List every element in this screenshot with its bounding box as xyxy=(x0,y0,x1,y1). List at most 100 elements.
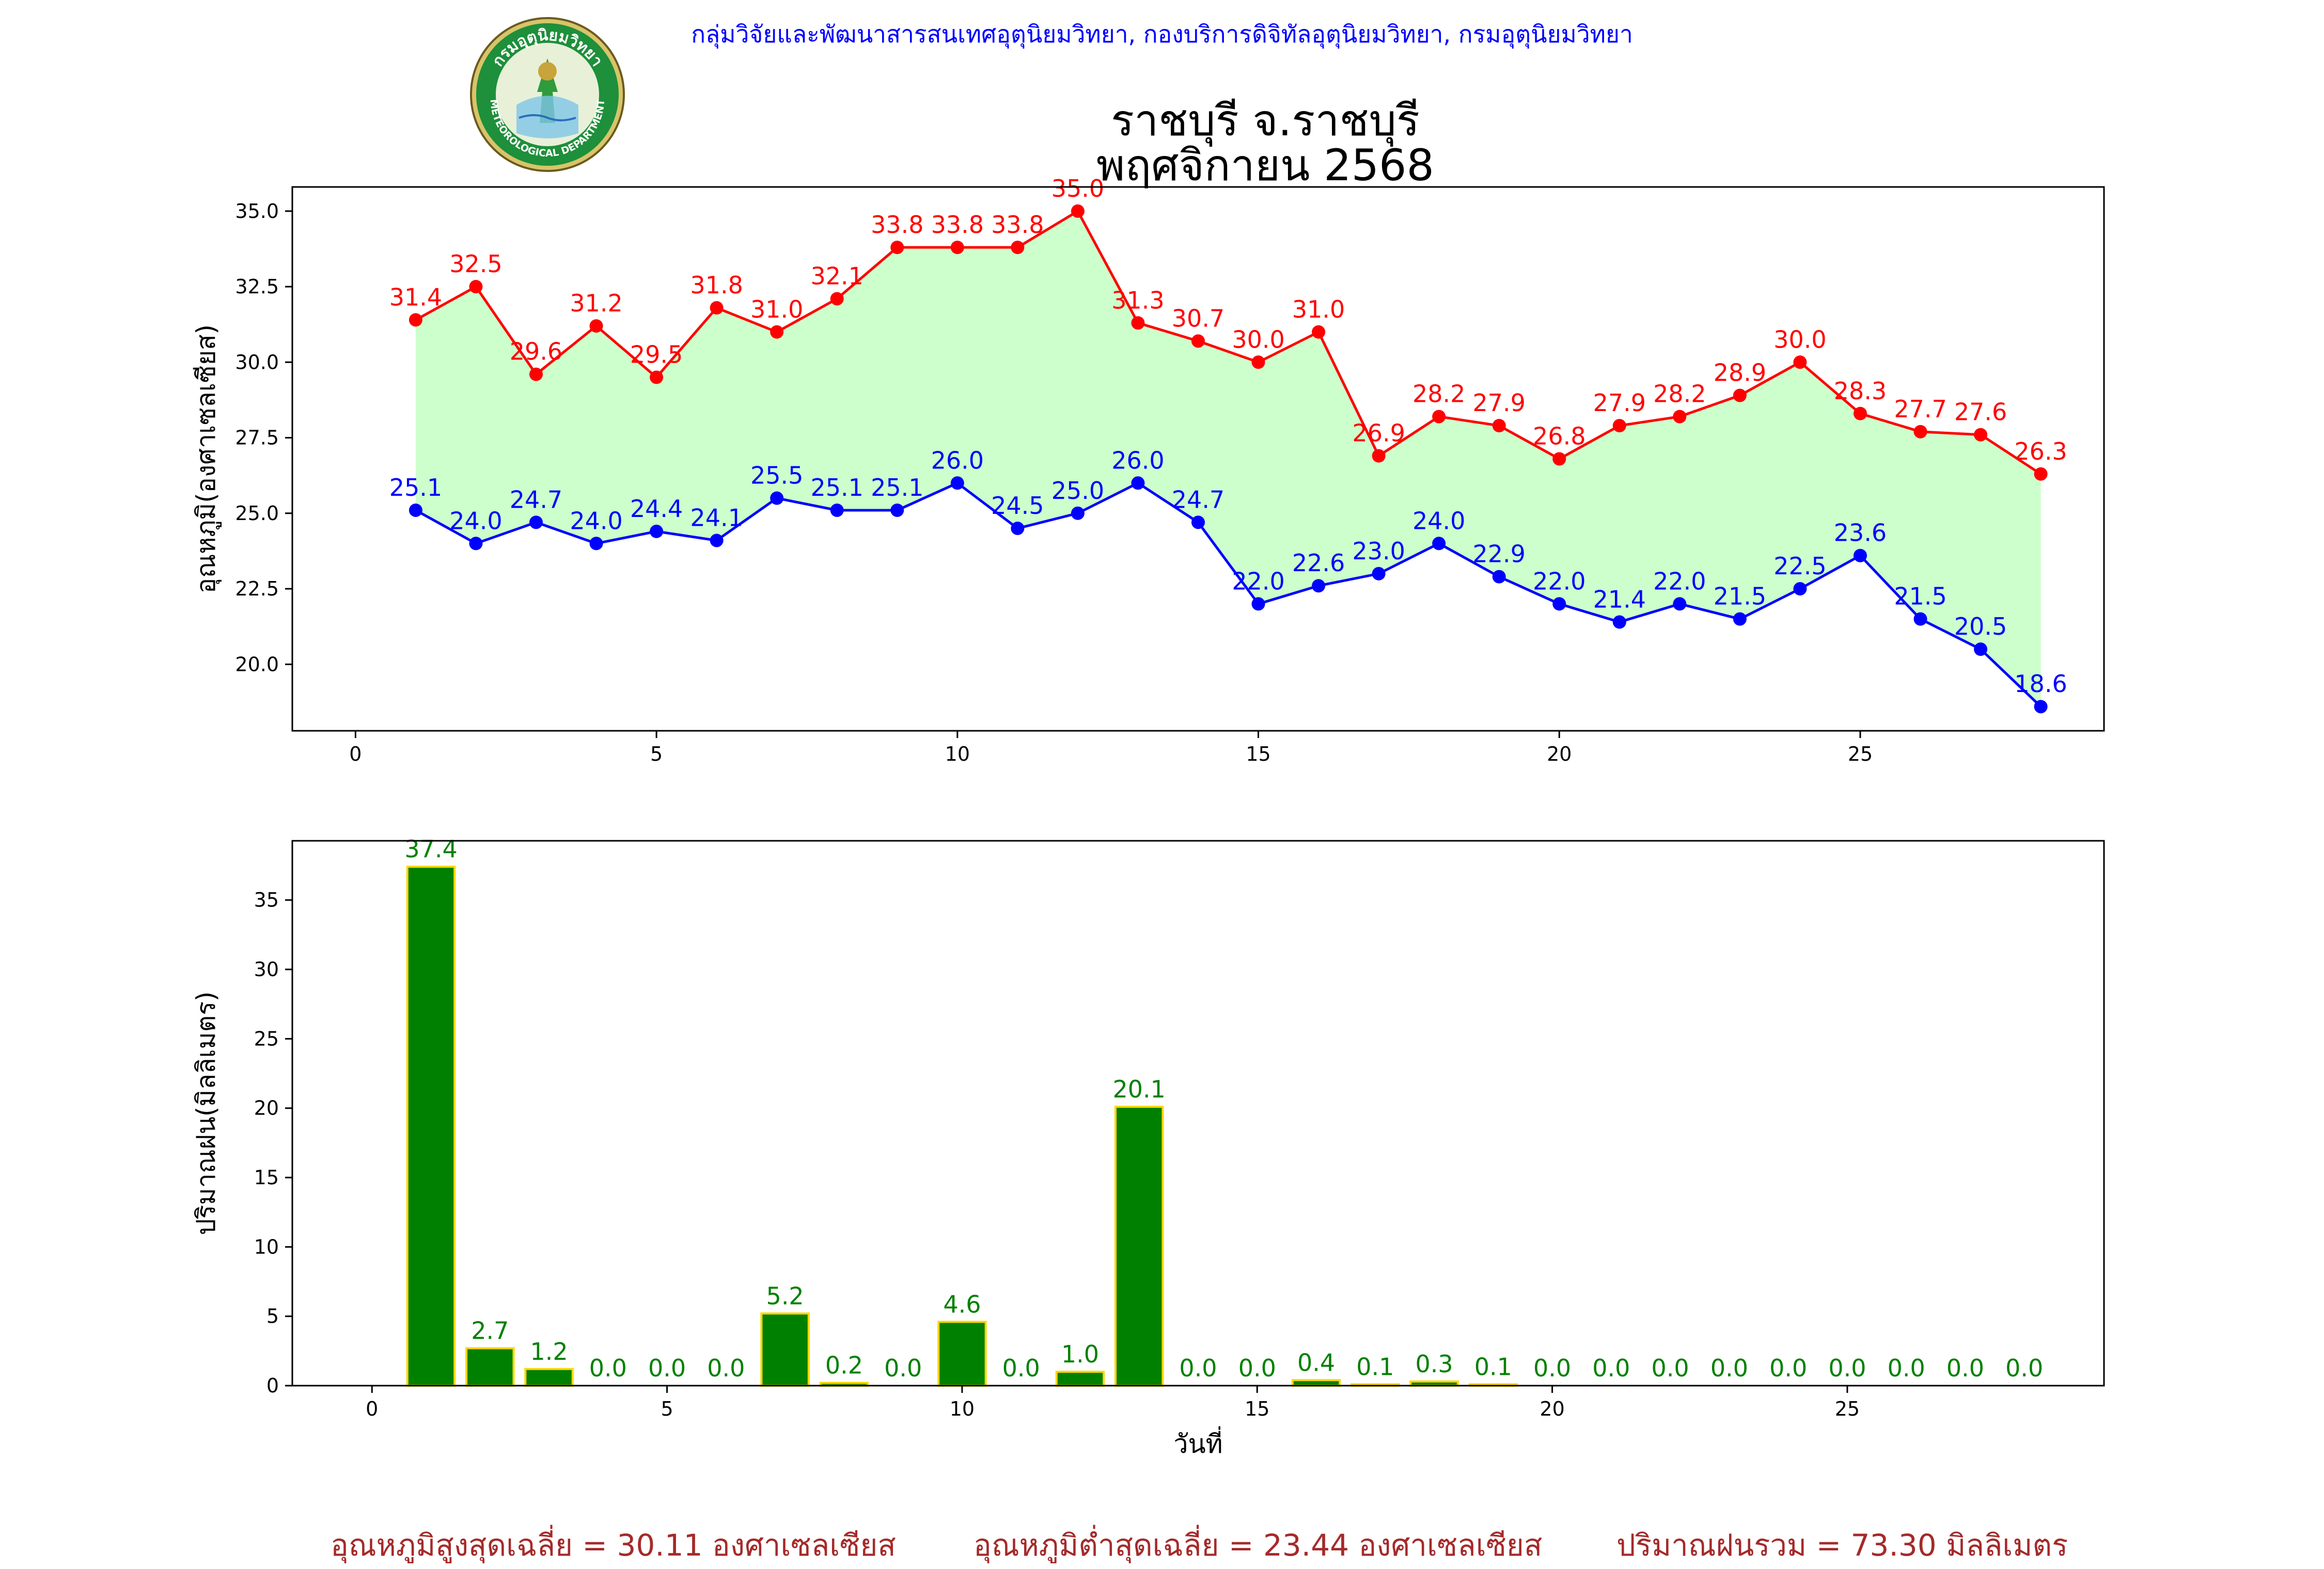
max-temperature-label: 31.3 xyxy=(1111,286,1164,314)
rainfall-value-label: 0.1 xyxy=(1474,1353,1512,1380)
min-temperature-label: 23.6 xyxy=(1834,519,1887,547)
min-temperature-label: 23.0 xyxy=(1352,537,1405,565)
min-temperature-label: 25.5 xyxy=(750,462,803,490)
min-temperature-label: 24.7 xyxy=(510,485,562,513)
x-tick-label: 5 xyxy=(661,1398,673,1420)
max-temperature-point xyxy=(1853,406,1867,420)
total-rainfall: ปริมาณฝนรวม = 73.30 มิลลิเมตร xyxy=(1616,1528,2068,1563)
min-temperature-point xyxy=(950,476,964,490)
min-temperature-label: 26.0 xyxy=(1111,446,1164,474)
min-temperature-label: 25.1 xyxy=(871,474,923,501)
rainfall-bar xyxy=(465,1347,515,1387)
rainfall-value-label: 0.0 xyxy=(1652,1354,1689,1382)
max-temperature-point xyxy=(890,241,904,254)
max-temperature-label: 26.3 xyxy=(2014,437,2067,465)
rainfall-bar xyxy=(760,1312,810,1387)
max-temperature-label: 27.7 xyxy=(1894,395,1946,423)
min-temperature-label: 24.5 xyxy=(991,492,1044,520)
max-temperature-label: 31.2 xyxy=(570,289,622,317)
max-temperature-label: 29.5 xyxy=(630,341,683,369)
chart-title-station: ราชบุรี จ.ราชบุรี xyxy=(1110,95,1420,146)
rainfall-value-label: 0.0 xyxy=(648,1354,686,1382)
x-tick-label: 0 xyxy=(366,1398,378,1420)
min-temperature-label: 22.0 xyxy=(1653,567,1706,595)
min-temperature-label: 26.0 xyxy=(931,446,984,474)
min-temperature-point xyxy=(1312,579,1326,593)
max-temperature-point xyxy=(529,367,543,381)
max-temperature-point xyxy=(650,370,664,384)
temperature-range-fill xyxy=(415,211,2041,707)
min-temperature-label: 22.0 xyxy=(1533,567,1585,595)
min-temperature-label: 24.0 xyxy=(1412,507,1465,535)
max-temperature-label: 30.0 xyxy=(1773,325,1826,353)
min-temperature-point xyxy=(1793,582,1807,596)
min-temperature-point xyxy=(650,524,664,538)
min-temperature-point xyxy=(1673,597,1687,611)
y-axis-label: อุณหภูมิ(องศาเซลเซียส) xyxy=(191,324,222,593)
max-temperature-label: 26.8 xyxy=(1533,422,1585,450)
min-temperature-label: 24.4 xyxy=(630,495,683,523)
min-temperature-point xyxy=(1913,612,1927,626)
min-temperature-label: 22.5 xyxy=(1773,552,1826,580)
y-tick-label: 30 xyxy=(254,958,279,981)
max-temperature-point xyxy=(770,325,784,339)
max-temperature-point xyxy=(1612,419,1626,433)
min-temperature-label: 24.7 xyxy=(1172,485,1224,513)
min-temperature-label: 24.0 xyxy=(570,507,622,535)
rainfall-bar xyxy=(937,1321,987,1387)
max-temperature-label: 32.5 xyxy=(449,250,502,278)
min-temperature-point xyxy=(1191,515,1205,529)
max-temperature-point xyxy=(950,241,964,254)
rainfall-chart: 37.4 2.7 1.2 0.0 0.0 0.0 5.2 0.2 0.0 4.6 0.0 1.0 20.… xyxy=(191,835,2105,1459)
plot-frame xyxy=(291,186,2105,732)
min-temperature-label: 21.5 xyxy=(1894,583,1946,610)
organization-line: กลุ่มวิจัยและพัฒนาสารสนเทศอุตุนิยมวิทยา,… xyxy=(691,20,1633,48)
max-temperature-point xyxy=(1251,355,1265,369)
max-temperature-point xyxy=(1312,325,1326,339)
max-temperature-label: 28.3 xyxy=(1834,377,1887,405)
max-temperature-label: 32.1 xyxy=(811,262,863,290)
y-tick-label: 15 xyxy=(254,1166,279,1189)
min-temperature-label: 21.4 xyxy=(1593,585,1646,613)
min-temperature-point xyxy=(890,503,904,517)
min-temperature-label: 18.6 xyxy=(2014,670,2067,698)
max-temperature-label: 27.9 xyxy=(1593,389,1646,417)
max-temperature-label: 33.8 xyxy=(931,211,984,239)
max-temperature-point xyxy=(1733,388,1747,402)
max-temperature-point xyxy=(830,292,844,306)
min-temperature-line xyxy=(415,481,2042,708)
min-temperature-point xyxy=(1131,476,1145,490)
rainfall-value-label: 1.0 xyxy=(1061,1340,1099,1368)
min-temperature-point xyxy=(1552,597,1566,611)
y-axis-label: ปริมาณฝน(มิลลิเมตร) xyxy=(191,991,221,1235)
x-tick-label: 20 xyxy=(1547,743,1572,765)
rainfall-value-label: 0.0 xyxy=(1002,1354,1040,1382)
max-temperature-point xyxy=(2034,467,2048,481)
min-temperature-point xyxy=(409,503,422,517)
y-tick-label: 35.0 xyxy=(235,200,279,223)
rainfall-value-label: 0.0 xyxy=(1946,1354,1984,1382)
x-tick-label: 15 xyxy=(1245,1398,1269,1420)
min-temperature-point xyxy=(589,537,603,551)
min-temperature-point xyxy=(1251,597,1265,611)
y-tick-label: 0 xyxy=(266,1374,279,1397)
max-temperature-point xyxy=(1131,316,1145,330)
y-tick-label: 25 xyxy=(254,1027,279,1050)
max-temperature-label: 30.7 xyxy=(1172,304,1224,332)
max-temperature-point xyxy=(1793,355,1807,369)
rainfall-value-label: 0.0 xyxy=(1179,1354,1217,1382)
max-temperature-label: 27.9 xyxy=(1473,389,1526,417)
rainfall-bar xyxy=(1055,1371,1105,1387)
y-tick-label: 35 xyxy=(254,889,279,912)
meteorological-department-logo: กรมอุตุนิยมวิทยา METEOROLOGICAL DEPARTME… xyxy=(467,14,627,175)
min-temperature-point xyxy=(830,503,844,517)
rainfall-value-label: 1.2 xyxy=(530,1338,568,1366)
max-temperature-label: 27.6 xyxy=(1954,398,2007,426)
max-temperature-point xyxy=(1673,410,1687,423)
rainfall-value-label: 0.0 xyxy=(707,1354,745,1382)
rainfall-bar xyxy=(406,866,456,1387)
y-tick-label: 22.5 xyxy=(235,577,279,600)
rainfall-bar xyxy=(1114,1106,1164,1387)
rainfall-value-label: 0.0 xyxy=(1238,1354,1276,1382)
